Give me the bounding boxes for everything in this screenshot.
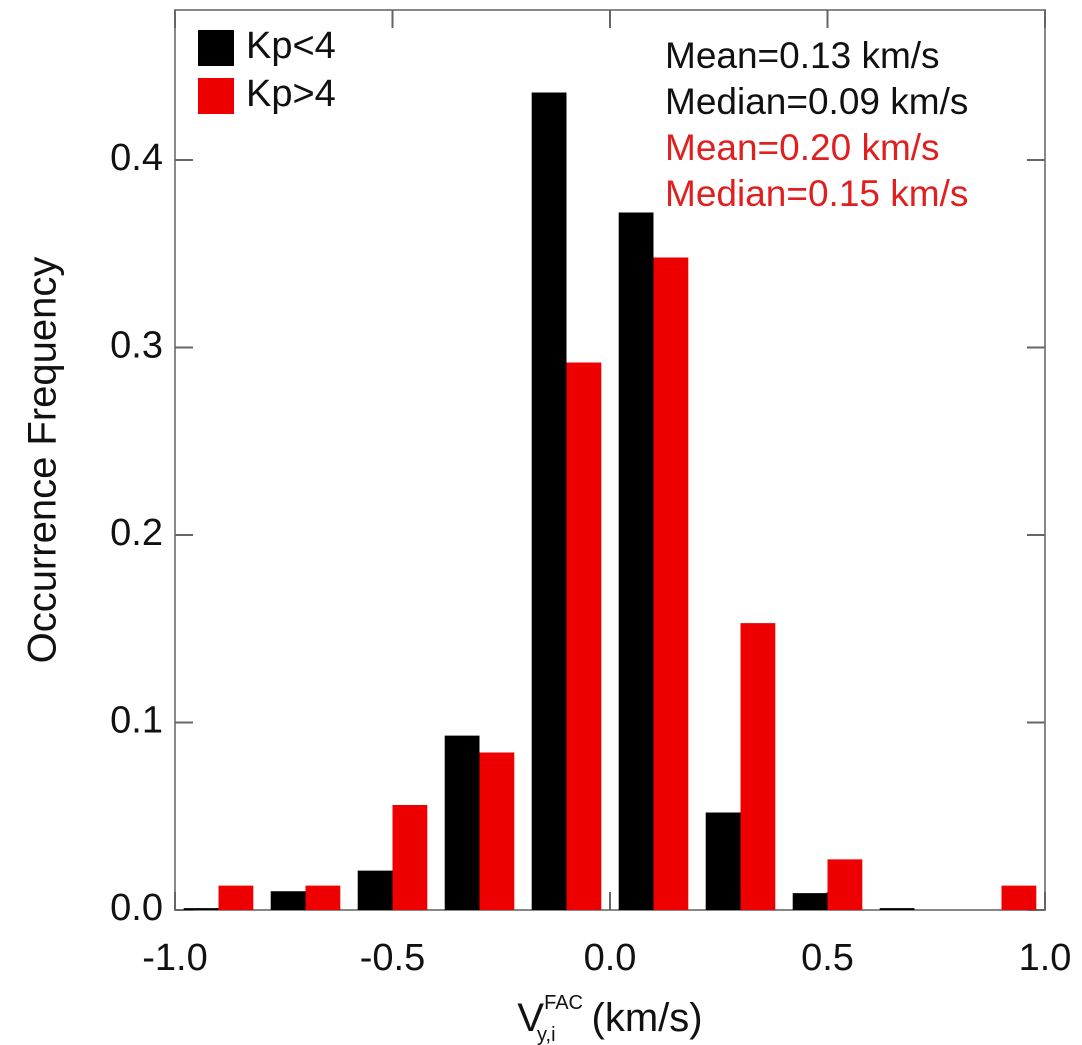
y-tick-label: 0.4 (110, 137, 163, 179)
bar (740, 623, 776, 910)
bar (618, 212, 654, 910)
x-tick-label: 0.5 (801, 937, 854, 979)
x-tick-label: 1.0 (1019, 937, 1072, 979)
y-tick-label: 0.0 (110, 887, 163, 929)
y-tick-label: 0.2 (110, 512, 163, 554)
bar (392, 805, 428, 910)
annotation: Median=0.09 km/s (665, 81, 968, 122)
bar (653, 257, 689, 910)
legend-swatch (198, 78, 234, 114)
bar (827, 859, 863, 910)
y-tick-label: 0.1 (110, 700, 163, 742)
x-label-unit: (km/s) (592, 996, 703, 1040)
annotation: Mean=0.13 km/s (665, 35, 940, 76)
x-axis-label: VFAC y,i (km/s) (517, 992, 702, 1045)
bar (218, 885, 254, 910)
bar (566, 362, 602, 910)
bar (305, 885, 341, 910)
bar (879, 908, 915, 910)
legend-label: Kp<4 (246, 25, 336, 67)
x-label-base: V (517, 996, 544, 1040)
bar (531, 92, 567, 910)
x-tick-label: -0.5 (360, 937, 425, 979)
legend-swatch (198, 30, 234, 66)
bar (270, 891, 306, 910)
bar (792, 893, 828, 910)
bar (705, 812, 741, 910)
bar (479, 752, 515, 910)
bar (444, 735, 480, 910)
x-tick-label: -1.0 (142, 937, 207, 979)
bar (183, 908, 219, 910)
annotation: Median=0.15 km/s (665, 173, 968, 214)
bar (357, 870, 393, 910)
x-tick-label: 0.0 (584, 937, 637, 979)
y-axis-label: Occurrence Frequency (21, 257, 65, 664)
y-tick-label: 0.3 (110, 325, 163, 367)
x-label-subscript: y,i (537, 1024, 556, 1045)
legend-label: Kp>4 (246, 73, 336, 115)
x-label-superscript: FAC (544, 992, 583, 1014)
bar (1001, 885, 1037, 910)
annotation: Mean=0.20 km/s (665, 127, 940, 168)
